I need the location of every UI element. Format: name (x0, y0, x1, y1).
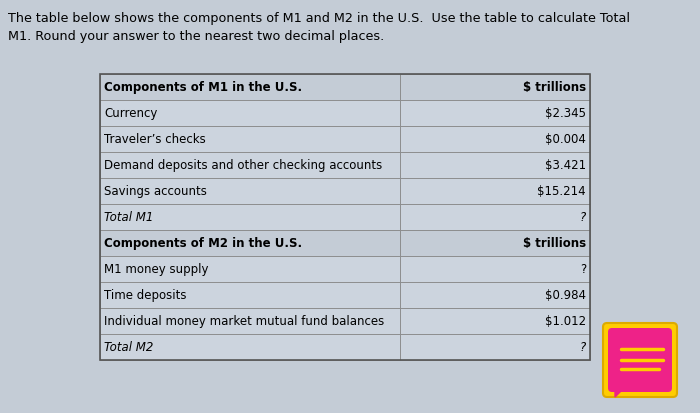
Text: $2.345: $2.345 (545, 107, 586, 120)
Text: M1. Round your answer to the nearest two decimal places.: M1. Round your answer to the nearest two… (8, 30, 384, 43)
Text: The table below shows the components of M1 and M2 in the U.S.  Use the table to : The table below shows the components of … (8, 12, 630, 25)
Text: ?: ? (580, 341, 586, 354)
Bar (400, 230, 590, 256)
Text: $15.214: $15.214 (538, 185, 586, 198)
FancyBboxPatch shape (603, 323, 677, 397)
Text: $1.012: $1.012 (545, 315, 586, 328)
Text: M1 money supply: M1 money supply (104, 263, 209, 276)
Bar (400, 308, 590, 334)
Bar (400, 75, 590, 101)
Bar (400, 204, 590, 230)
Bar (100, 101, 400, 127)
Bar (100, 230, 400, 256)
Bar (400, 153, 590, 178)
Bar (100, 256, 400, 282)
Bar (400, 101, 590, 127)
Bar (400, 334, 590, 360)
Bar (400, 127, 590, 153)
FancyBboxPatch shape (608, 328, 672, 392)
Bar (100, 334, 400, 360)
Bar (100, 75, 590, 360)
Text: Currency: Currency (104, 107, 158, 120)
Text: Demand deposits and other checking accounts: Demand deposits and other checking accou… (104, 159, 382, 172)
Bar (400, 178, 590, 204)
Text: Time deposits: Time deposits (104, 289, 186, 302)
Text: Total M2: Total M2 (104, 341, 153, 354)
Bar (400, 256, 590, 282)
Text: Traveler’s checks: Traveler’s checks (104, 133, 206, 146)
Bar (100, 282, 400, 308)
Text: $0.984: $0.984 (545, 289, 586, 302)
Text: $3.421: $3.421 (545, 159, 586, 172)
Bar (100, 178, 400, 204)
Text: Individual money market mutual fund balances: Individual money market mutual fund bala… (104, 315, 384, 328)
Text: $0.004: $0.004 (545, 133, 586, 146)
Text: $ trillions: $ trillions (523, 81, 586, 94)
Bar (100, 75, 400, 101)
Text: Components of M2 in the U.S.: Components of M2 in the U.S. (104, 237, 302, 250)
Text: Savings accounts: Savings accounts (104, 185, 207, 198)
Text: ?: ? (580, 263, 586, 276)
Bar (100, 127, 400, 153)
Text: Total M1: Total M1 (104, 211, 153, 224)
Bar (100, 153, 400, 178)
Text: ?: ? (580, 211, 586, 224)
Text: Components of M1 in the U.S.: Components of M1 in the U.S. (104, 81, 302, 94)
Bar (100, 308, 400, 334)
Polygon shape (615, 385, 627, 397)
Bar (100, 204, 400, 230)
Bar (400, 282, 590, 308)
Text: $ trillions: $ trillions (523, 237, 586, 250)
